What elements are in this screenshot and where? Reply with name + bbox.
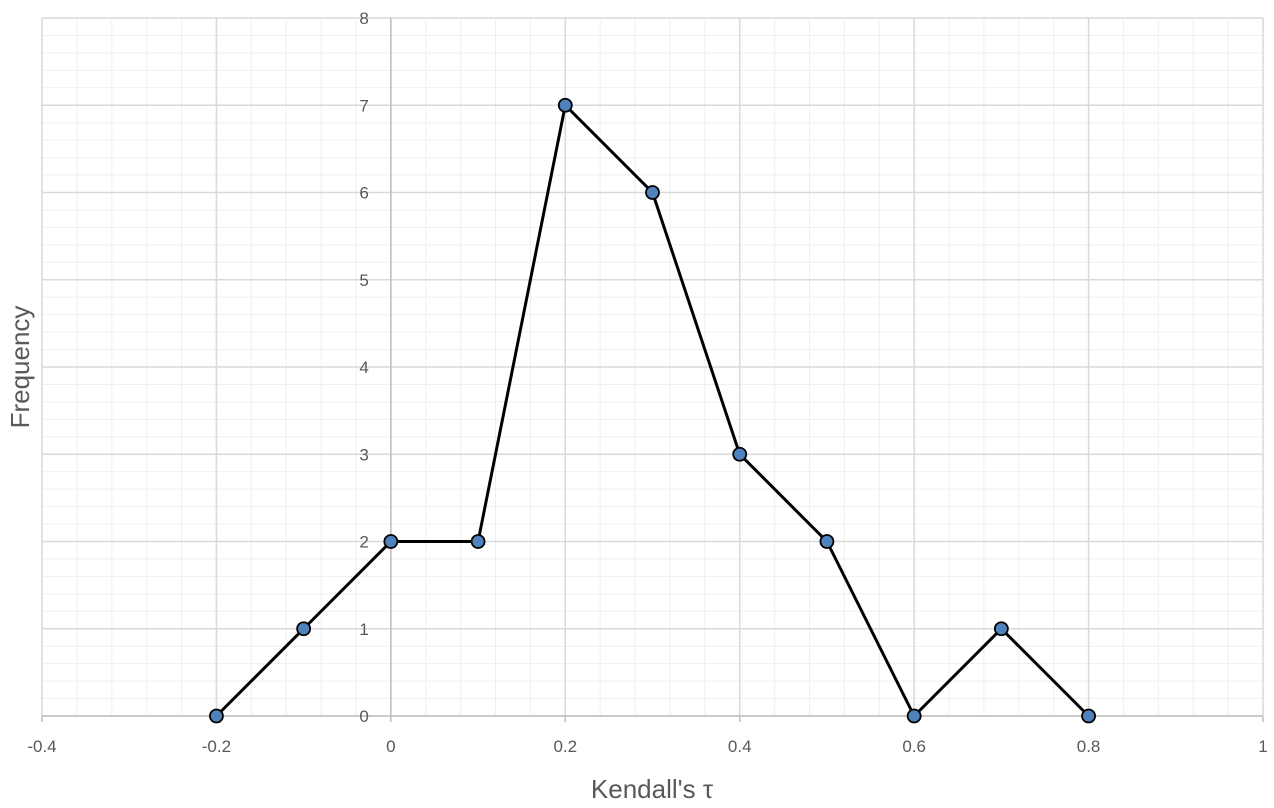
data-point <box>732 446 748 462</box>
axes <box>42 18 1263 717</box>
y-tick-label: 8 <box>359 9 368 28</box>
data-point <box>993 621 1009 637</box>
y-axis-title: Frequency <box>5 306 35 429</box>
y-tick-label: 4 <box>359 358 368 377</box>
x-tick-label: 0.4 <box>728 737 752 756</box>
y-tick-label: 3 <box>359 445 368 464</box>
x-tick-label: 0 <box>386 737 395 756</box>
x-tick-label: 0.8 <box>1077 737 1101 756</box>
x-tick-label: 0.2 <box>553 737 577 756</box>
y-tick-label: 6 <box>359 184 368 203</box>
x-tick-label: 0.6 <box>902 737 926 756</box>
data-point <box>383 534 399 549</box>
y-tick-label: 2 <box>359 533 368 552</box>
major-grid <box>41 17 1264 717</box>
x-axis-ticks: -0.4 -0.2 0 0.2 0.4 0.6 0.8 1 <box>27 716 1268 756</box>
x-tick-label: -0.4 <box>27 737 56 756</box>
data-point <box>296 621 312 637</box>
x-tick-label: -0.2 <box>202 737 231 756</box>
data-point <box>1081 708 1096 724</box>
x-tick-label: 1 <box>1258 737 1267 756</box>
data-point <box>470 534 486 549</box>
data-point <box>645 185 660 200</box>
y-tick-label: 0 <box>359 707 368 726</box>
y-tick-label: 5 <box>359 271 368 290</box>
series-points <box>209 97 1096 724</box>
y-tick-label: 7 <box>359 96 368 115</box>
y-axis-ticks: 0 1 2 3 4 5 6 7 8 <box>359 9 368 726</box>
data-point <box>557 97 573 113</box>
data-point <box>906 708 922 724</box>
x-axis-title: Kendall's τ <box>591 774 714 804</box>
data-point <box>819 534 835 549</box>
y-tick-label: 1 <box>359 620 368 639</box>
data-point <box>209 708 224 724</box>
